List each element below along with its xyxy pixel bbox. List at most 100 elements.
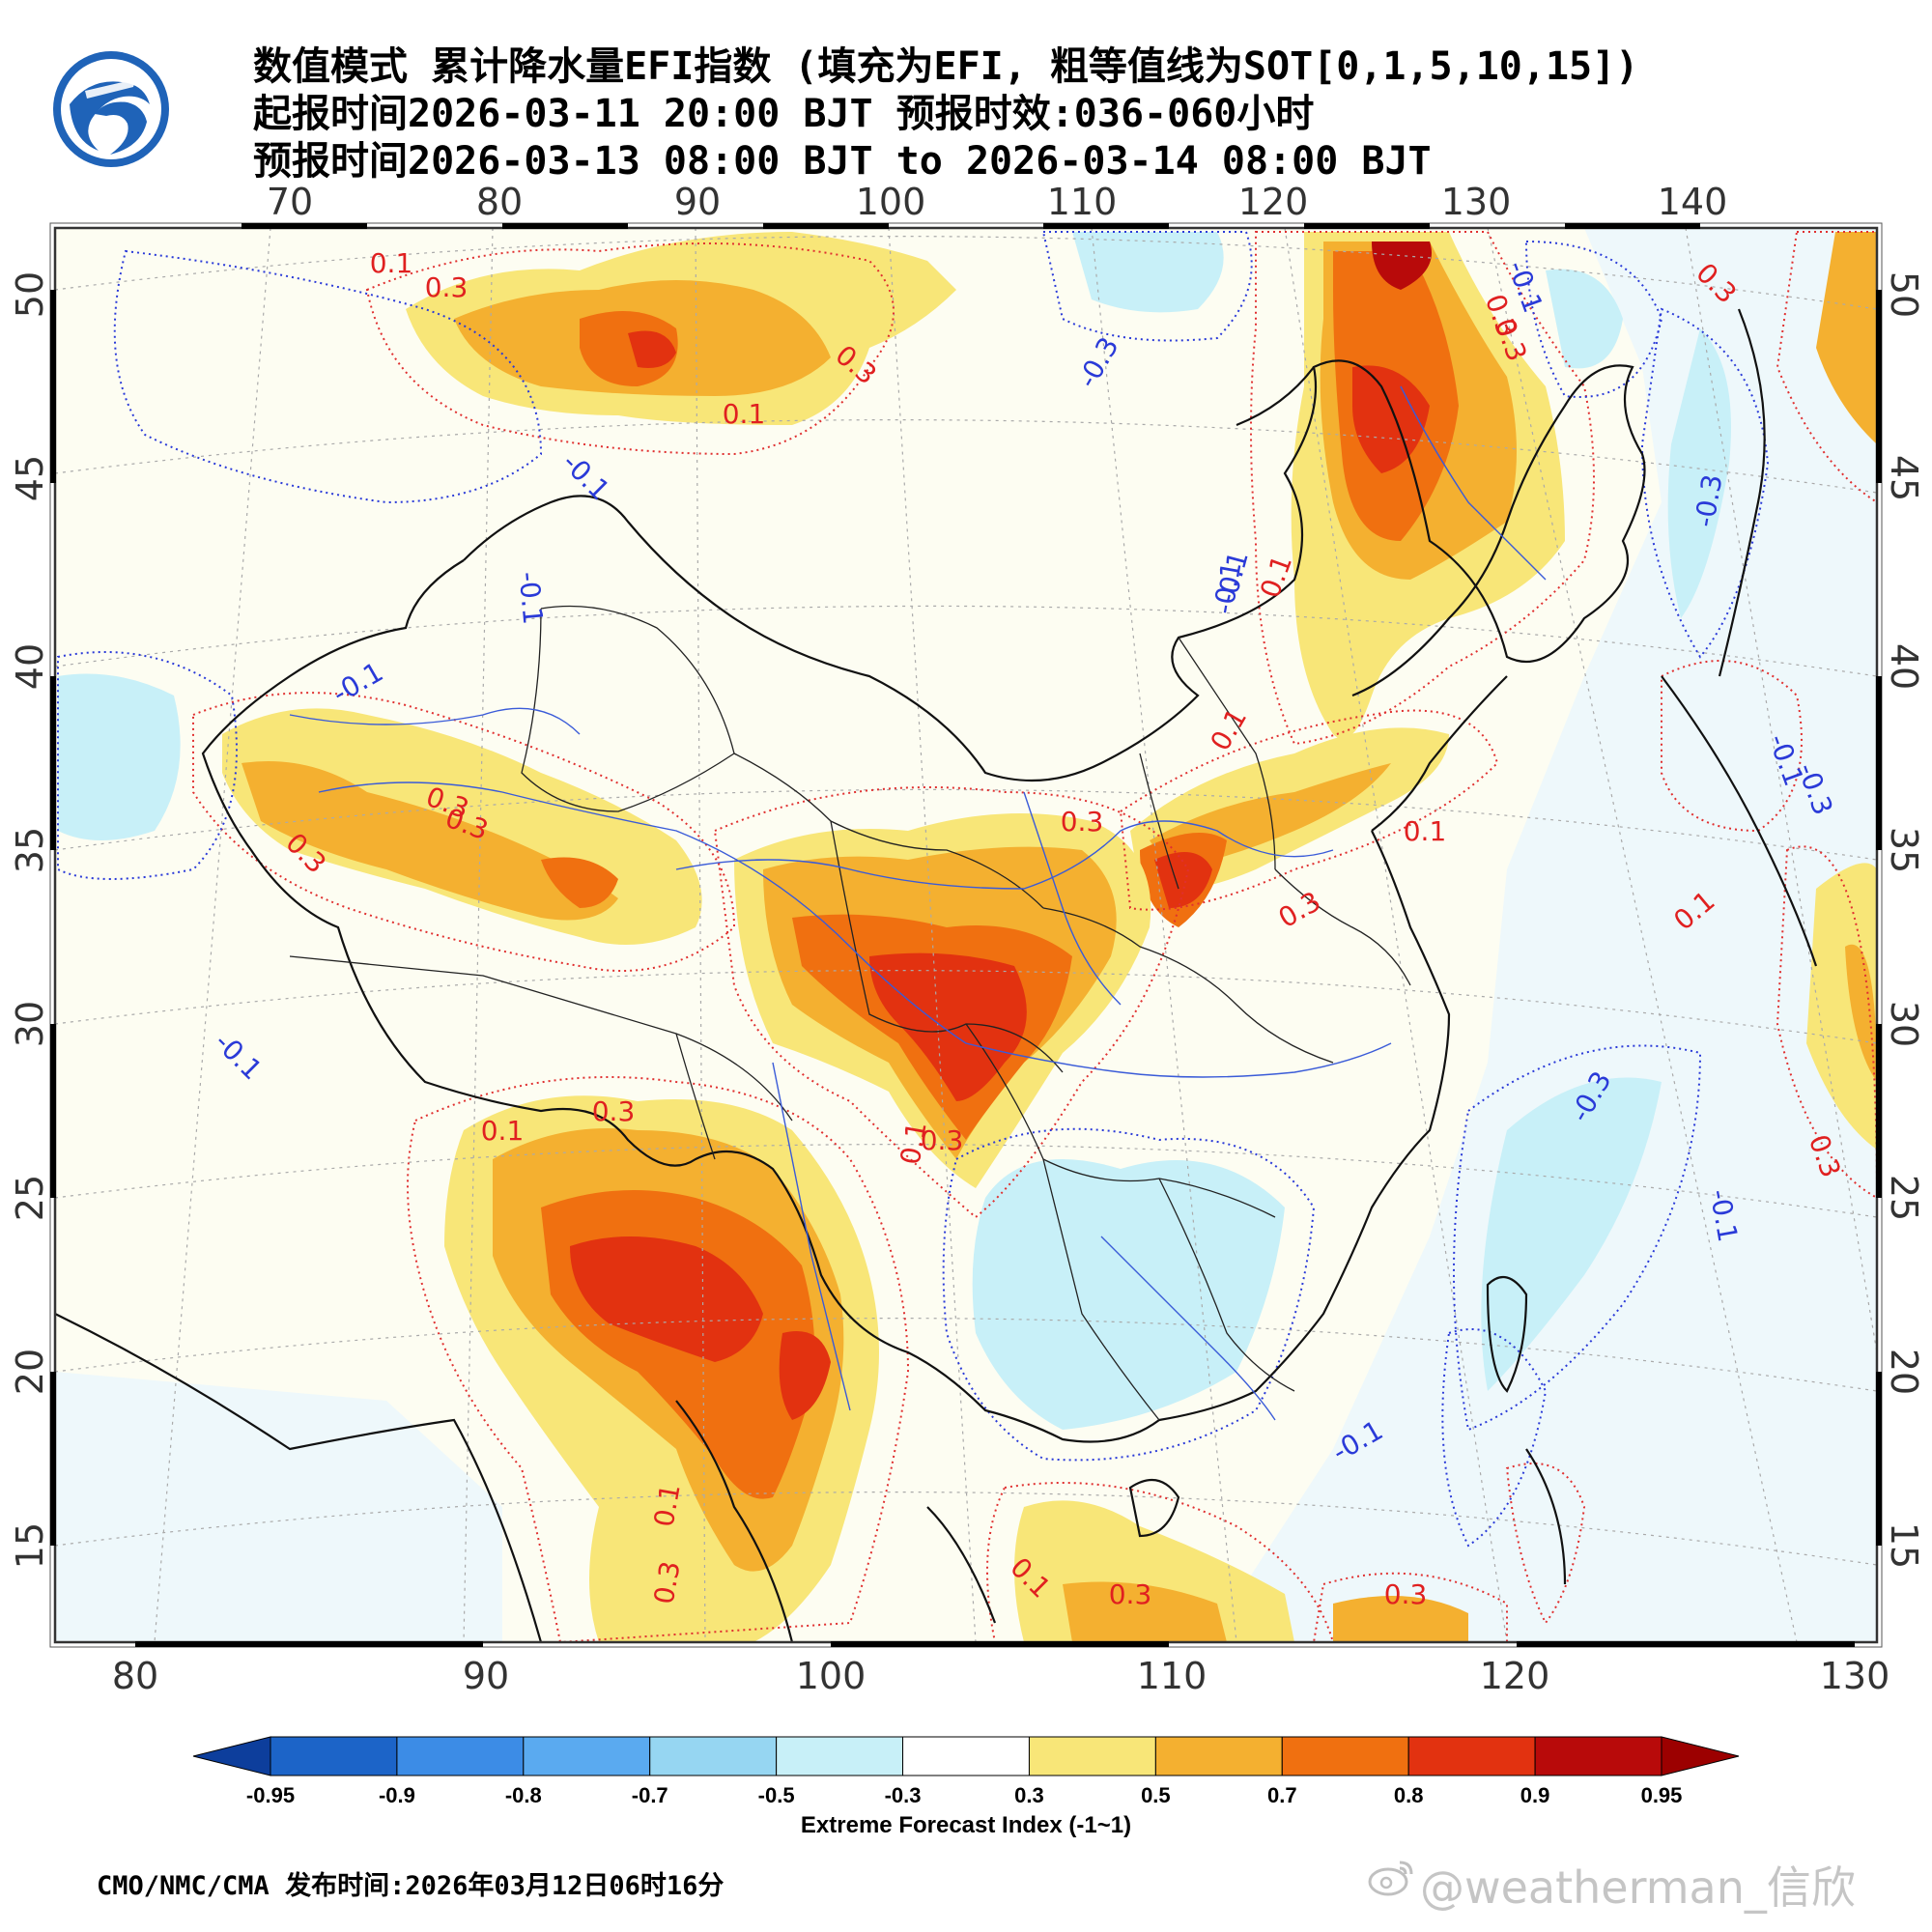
colorbar	[192, 1736, 1740, 1776]
colorbar-tick-label: -0.5	[757, 1783, 795, 1807]
watermark: @weatherman_信欣	[1420, 1861, 1856, 1914]
colorbar-tick-label: 0.9	[1520, 1783, 1550, 1807]
left-lat-label: 25	[9, 1175, 51, 1221]
efi-region-north-china	[1154, 852, 1212, 908]
footer-issuer: CMO/NMC/CMA 发布时间:2026年03月12日06时16分	[97, 1871, 724, 1901]
top-lon-label: 80	[476, 181, 523, 223]
colorbar-segment	[1281, 1736, 1409, 1776]
red-contour-label: 0.3	[1384, 1578, 1428, 1610]
ocean-area	[55, 1372, 502, 1642]
colorbar-segment	[396, 1736, 525, 1776]
colorbar-segment	[1534, 1736, 1662, 1776]
colorbar-tick-label: -0.7	[631, 1783, 668, 1807]
efi-negative-region	[1546, 269, 1623, 369]
colorbar-tick-label: -0.9	[378, 1783, 415, 1807]
province-borders	[289, 605, 1411, 1421]
top-lon-label: 110	[1047, 181, 1118, 223]
colorbar-tick-label: 0.95	[1640, 1783, 1683, 1807]
right-lat-label: 25	[1883, 1175, 1925, 1221]
right-lat-label: 15	[1883, 1522, 1925, 1569]
top-lon-label: 140	[1658, 181, 1728, 223]
efi-negative-region	[1072, 232, 1224, 313]
colorbar-segment	[776, 1736, 904, 1776]
right-lat-label: 20	[1883, 1349, 1925, 1395]
efi-region-east	[1816, 232, 1877, 444]
ocean-area	[1208, 228, 1877, 1642]
colorbar-min-arrow	[192, 1736, 271, 1776]
right-lat-label: 35	[1883, 827, 1925, 873]
right-latitude-labels: 50 45 40 35 30 25 20 15	[1883, 271, 1925, 1569]
efi-region-east	[1845, 944, 1877, 1082]
efi-region-west	[242, 761, 618, 921]
efi-region-southwest	[779, 1331, 831, 1420]
title-line-2: 起报时间2026-03-11 20:00 BJT 预报时效:036-060小时	[253, 92, 1315, 136]
red-contour-label: 0.1	[723, 398, 766, 430]
right-lat-label: 30	[1883, 1001, 1925, 1047]
efi-region-southwest	[570, 1236, 763, 1362]
right-lat-label: 40	[1883, 643, 1925, 690]
colorbar-tick-label: 0.8	[1393, 1783, 1424, 1807]
colorbar-segment	[270, 1736, 398, 1776]
colorbar-max-arrow	[1661, 1736, 1740, 1776]
left-lat-label: 35	[9, 827, 51, 873]
red-contour-label: 0.1	[895, 1120, 933, 1168]
rivers	[289, 385, 1547, 1421]
efi-negative-region	[1667, 328, 1731, 618]
left-lat-label: 20	[9, 1349, 51, 1395]
right-lat-label: 45	[1883, 455, 1925, 501]
weibo-icon	[1368, 1861, 1413, 1896]
blue-contour-label: -0.1	[513, 571, 550, 626]
red-contour-label: 0.3	[921, 1124, 964, 1156]
title-line-3: 预报时间2026-03-13 08:00 BJT to 2026-03-14 0…	[253, 139, 1432, 184]
colorbar-tick-label: -0.95	[245, 1783, 296, 1807]
efi-negative-region	[58, 673, 181, 840]
colorbar-segment	[1407, 1736, 1536, 1776]
bottom-lon-label: 100	[796, 1655, 867, 1697]
colorbar-tick-label: 0.3	[1014, 1783, 1044, 1807]
red-contour-label: 0.3	[1061, 806, 1104, 838]
colorbar-segment	[1154, 1736, 1283, 1776]
right-lat-label: 50	[1883, 271, 1925, 318]
efi-region-west	[541, 857, 618, 908]
left-lat-label: 15	[9, 1522, 51, 1569]
frame-ticks	[50, 223, 1882, 1647]
colorbar-segment	[649, 1736, 778, 1776]
efi-region-north	[628, 330, 676, 368]
country-borders	[55, 308, 1818, 1642]
top-lon-label: 120	[1238, 181, 1309, 223]
bottom-longitude-labels: 80 90 100 110 120 130	[112, 1655, 1889, 1697]
red-contour-label: 0.1	[481, 1115, 525, 1147]
colorbar-tick-label: -0.3	[884, 1783, 922, 1807]
left-lat-label: 45	[9, 455, 51, 501]
efi-negative-region	[972, 1159, 1285, 1430]
red-contour-label: 0.1	[648, 1482, 687, 1530]
colorbar-tick-label: 0.5	[1141, 1783, 1171, 1807]
bottom-lon-label: 130	[1820, 1655, 1890, 1697]
title-line-1: 数值模式 累计降水量EFI指数 (填充为EFI, 粗等值线为SOT[0,1,5,…	[253, 44, 1639, 89]
efi-region-south-sea	[1063, 1581, 1227, 1642]
left-latitude-labels: 50 45 40 35 30 25 20 15	[9, 271, 51, 1569]
left-lat-label: 50	[9, 271, 51, 318]
efi-region-northeast	[1352, 365, 1430, 473]
red-contour-label: 0.3	[592, 1095, 636, 1127]
colorbar-title: Extreme Forecast Index (-1~1)	[800, 1812, 1132, 1838]
red-contour-label: 0.1	[370, 247, 413, 279]
bottom-lon-label: 120	[1480, 1655, 1550, 1697]
negative-contours	[57, 231, 1770, 1548]
colorbar-tick-label: 0.7	[1266, 1783, 1297, 1807]
red-contour-label: 0.3	[425, 271, 469, 303]
left-lat-label: 30	[9, 1001, 51, 1047]
graticule	[55, 228, 1877, 1642]
cma-logo-icon	[53, 51, 169, 167]
colorbar-segment	[1028, 1736, 1156, 1776]
bottom-lon-label: 90	[463, 1655, 509, 1697]
bottom-lon-label: 80	[112, 1655, 158, 1697]
red-contour-label: 0.3	[1109, 1578, 1152, 1610]
colorbar-tick-label: -0.8	[504, 1783, 542, 1807]
top-lon-label: 130	[1441, 181, 1512, 223]
efi-region-south-sea	[1333, 1596, 1468, 1642]
bottom-lon-label: 110	[1137, 1655, 1208, 1697]
left-lat-label: 40	[9, 643, 51, 690]
colorbar-segment	[523, 1736, 651, 1776]
